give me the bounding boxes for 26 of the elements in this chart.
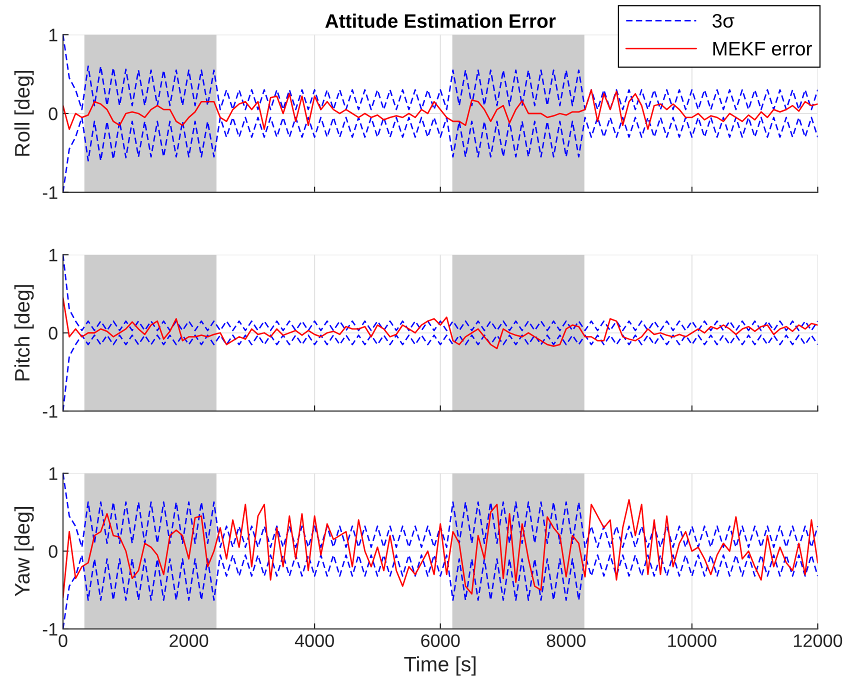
x-tick-label: 10000 bbox=[668, 634, 716, 648]
y-axis-title: Pitch [deg] bbox=[14, 285, 34, 380]
y-tick-label: -1 bbox=[42, 405, 58, 418]
y-axis-title: Roll [deg] bbox=[14, 70, 34, 156]
line-series bbox=[63, 499, 818, 599]
line-series bbox=[63, 297, 818, 350]
y-tick-label: 0 bbox=[48, 545, 58, 558]
legend-label: MEKF error bbox=[713, 42, 812, 56]
x-tick-label: 4000 bbox=[294, 634, 334, 648]
y-tick-label: 1 bbox=[49, 248, 58, 262]
x-axis-title: Time [s] bbox=[404, 656, 476, 676]
x-tick-label: 12000 bbox=[794, 634, 842, 648]
y-tick-label: 1 bbox=[49, 28, 58, 42]
x-tick-label: 0 bbox=[58, 634, 68, 648]
x-tick-label: 2000 bbox=[170, 634, 208, 648]
y-tick-label: 0 bbox=[48, 107, 58, 120]
line-series bbox=[63, 89, 818, 130]
y-tick-label: 1 bbox=[49, 467, 58, 480]
y-tick-label: -1 bbox=[42, 186, 58, 199]
y-tick-label: 0 bbox=[48, 326, 58, 340]
y-tick-label: -1 bbox=[42, 623, 58, 636]
y-axis-title: Yaw [deg] bbox=[14, 507, 34, 596]
legend-label: 3σ bbox=[712, 14, 734, 28]
x-tick-label: 6000 bbox=[421, 634, 460, 648]
chart-title: Attitude Estimation Error bbox=[325, 14, 556, 28]
x-tick-label: 8000 bbox=[546, 634, 586, 648]
